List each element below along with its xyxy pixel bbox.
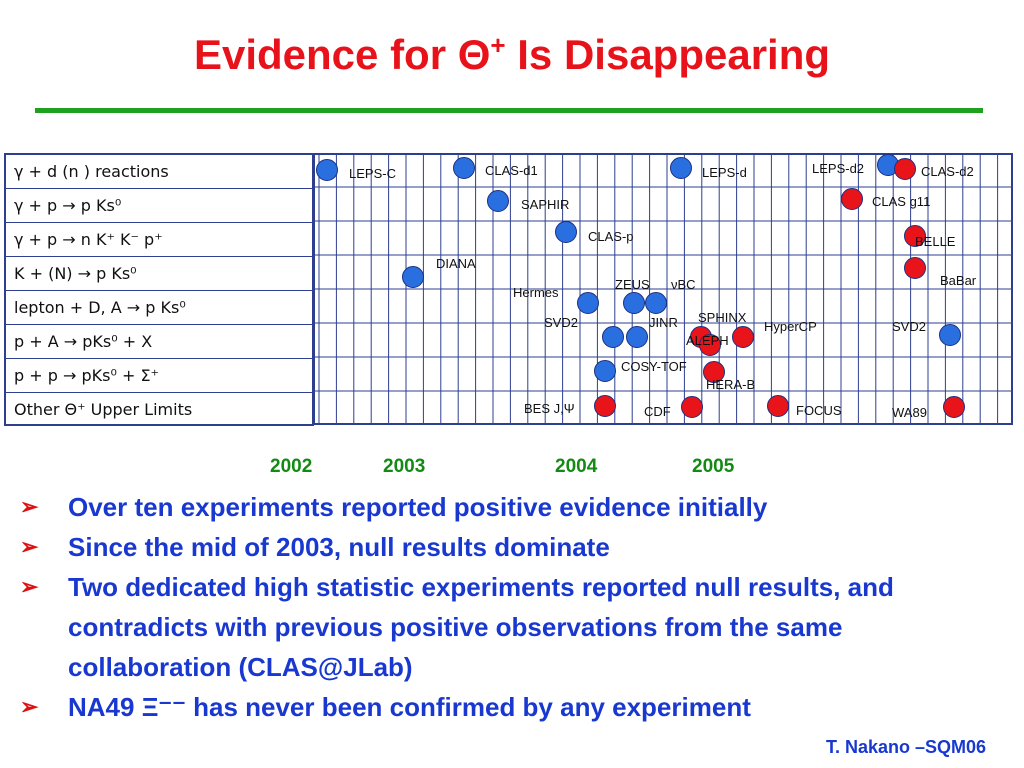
reaction-labels: γ + d (n ) reactions γ + p → p Ks⁰ γ + p… [4, 153, 314, 426]
arrow-bullet-icon: ➢ [20, 534, 39, 559]
arrow-bullet-icon: ➢ [20, 694, 39, 719]
experiment-label: DIANA [436, 256, 476, 271]
null-result-marker [904, 225, 926, 247]
bullet-item: ➢ Two dedicated high statistic experimen… [20, 567, 1010, 687]
experiment-label: LEPS-d2 [812, 161, 864, 176]
bullet-item: ➢ NA49 Ξ⁻⁻ has never been confirmed by a… [20, 687, 1010, 727]
experiment-label: LEPS-d [702, 165, 747, 180]
positive-result-marker [594, 360, 616, 382]
bullet-text: Over ten experiments reported positive e… [68, 492, 768, 522]
experiment-label: SAPHIR [521, 197, 569, 212]
experiment-label: BES J,Ψ [524, 401, 575, 416]
positive-result-marker [487, 190, 509, 212]
positive-result-marker [577, 292, 599, 314]
null-result-marker [681, 396, 703, 418]
row-label: p + p → pKs⁰ + Σ⁺ [6, 359, 312, 393]
experiment-label: CLAS-p [588, 229, 634, 244]
bullet-text: Two dedicated high statistic experiments… [68, 572, 894, 682]
experiment-label: ZEUS [615, 277, 650, 292]
experiment-label: SVD2 [544, 315, 578, 330]
experiment-label: FOCUS [796, 403, 842, 418]
null-result-marker [732, 326, 754, 348]
year-label: 2002 [270, 456, 313, 477]
positive-result-marker [555, 221, 577, 243]
title-sup: + [490, 30, 506, 60]
positive-result-marker [316, 159, 338, 181]
experiment-label: LEPS-C [349, 166, 396, 181]
experiment-label: CLAS-d2 [921, 164, 974, 179]
null-result-marker [594, 395, 616, 417]
null-result-marker [767, 395, 789, 417]
experiment-label: HERA-B [706, 377, 755, 392]
title-prefix: Evidence for [193, 31, 458, 78]
experiment-label: CLAS-d1 [485, 163, 538, 178]
bullet-list: ➢ Over ten experiments reported positive… [20, 487, 1010, 727]
null-result-marker [703, 361, 725, 383]
null-result-marker [894, 158, 916, 180]
row-label: p + A → pKs⁰ + X [6, 325, 312, 359]
null-result-marker [699, 334, 721, 356]
row-label: γ + d (n ) reactions [6, 155, 312, 189]
row-label: γ + p → p Ks⁰ [6, 189, 312, 223]
null-result-marker [943, 396, 965, 418]
null-result-marker [904, 257, 926, 279]
row-label: lepton + D, A → p Ks⁰ [6, 291, 312, 325]
experiment-label: ALEPH [686, 333, 729, 348]
experiment-label: Hermes [513, 285, 559, 300]
experiment-label: BaBar [940, 273, 977, 288]
experiment-grid: LEPS-C CLAS-d1 LEPS-d LEPS-d2 CLAS-d2 SAPHIR C… [313, 153, 1013, 425]
arrow-bullet-icon: ➢ [20, 574, 39, 599]
positive-result-marker [626, 326, 648, 348]
year-label: 2004 [555, 456, 598, 477]
experiment-label: BELLE [915, 234, 956, 249]
positive-result-marker [645, 292, 667, 314]
positive-result-marker [602, 326, 624, 348]
null-result-marker [841, 188, 863, 210]
positive-result-marker [402, 266, 424, 288]
year-axis: 2002 2003 2004 2005 [0, 456, 1024, 480]
bullet-text: NA49 Ξ⁻⁻ has never been confirmed by any… [68, 692, 751, 722]
experiment-label: WA89 [892, 405, 927, 420]
bullet-text: Since the mid of 2003, null results domi… [68, 532, 610, 562]
bullet-item: ➢ Since the mid of 2003, null results do… [20, 527, 1010, 567]
pentaquark-timeline-grid: γ + d (n ) reactions γ + p → p Ks⁰ γ + p… [4, 153, 1014, 426]
experiment-label: JINR [649, 315, 678, 330]
row-label: K + (N) → p Ks⁰ [6, 257, 312, 291]
experiment-label: HyperCP [764, 319, 817, 334]
year-label: 2003 [383, 456, 426, 477]
row-label: Other Θ⁺ Upper Limits [14, 400, 193, 419]
positive-result-marker [670, 157, 692, 179]
positive-result-marker [623, 292, 645, 314]
experiment-label: SPHINX [698, 310, 747, 325]
row-label: γ + p → n K⁺ K⁻ p⁺ [6, 223, 312, 257]
experiment-label: CLAS g11 [872, 194, 930, 209]
arrow-bullet-icon: ➢ [20, 494, 39, 519]
experiment-label: COSY-TOF [621, 359, 687, 374]
author-footer: T. Nakano –SQM06 [825, 737, 986, 757]
title-divider [35, 108, 983, 113]
bullet-item: ➢ Over ten experiments reported positive… [20, 487, 1010, 527]
title-suffix: Is Disappearing [505, 31, 831, 78]
year-label: 2005 [692, 456, 735, 477]
experiment-label: CDF [644, 404, 671, 419]
positive-result-marker [939, 324, 961, 346]
slide-title: Evidence for Θ+ Is Disappearing [0, 30, 1024, 79]
title-theta: Θ [457, 31, 491, 78]
experiment-label: νBC [671, 277, 696, 292]
experiment-label: SVD2 [892, 319, 926, 334]
positive-result-marker [453, 157, 475, 179]
